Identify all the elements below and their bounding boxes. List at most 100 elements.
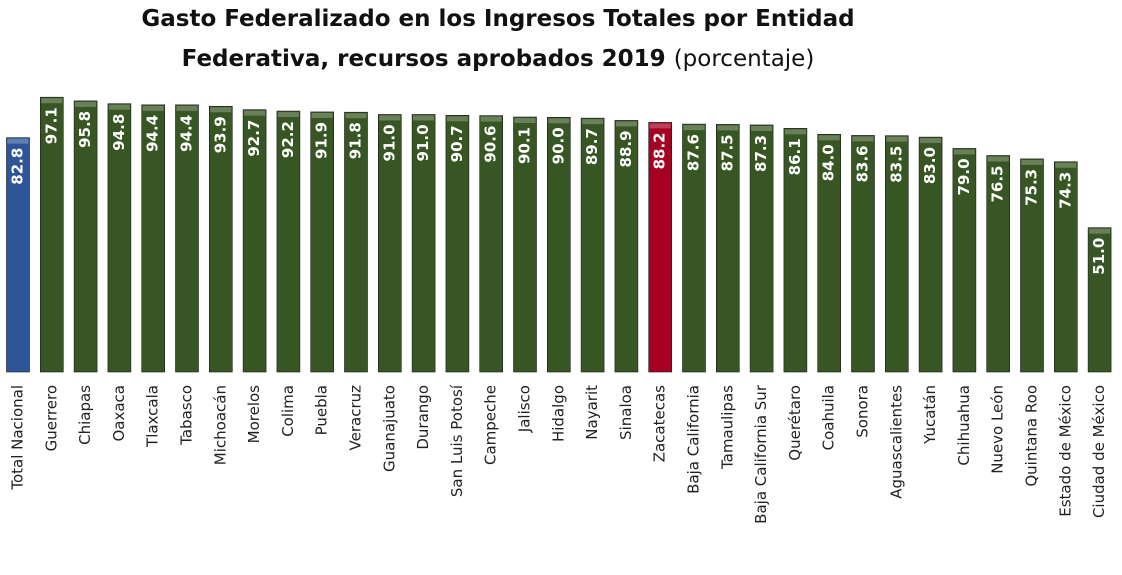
bar	[411, 114, 436, 373]
x-tick-label: Sinaloa	[617, 385, 635, 440]
value-label: 90.1	[516, 127, 534, 164]
value-label: 87.6	[685, 134, 703, 171]
bar	[1020, 158, 1044, 373]
bar-cap	[379, 115, 401, 121]
bar-cap	[345, 113, 367, 119]
x-tick-label: Durango	[414, 385, 432, 450]
value-label: 94.4	[178, 115, 196, 152]
bar-cap	[108, 104, 130, 110]
chart-title-line: Federativa, recursos aprobados 2019 (por…	[182, 46, 815, 72]
bar-cap	[582, 119, 604, 125]
bar-cap	[717, 125, 739, 131]
bar-cap	[210, 107, 232, 113]
x-tick-label: Morelos	[245, 385, 263, 444]
x-tick-label: Campeche	[482, 385, 500, 465]
value-label: 91.9	[313, 122, 331, 159]
value-label: 90.0	[549, 127, 567, 164]
bar	[783, 128, 808, 373]
bar	[715, 124, 740, 373]
bar	[479, 115, 504, 373]
x-tick-label: Veracruz	[347, 385, 365, 451]
value-label: 89.7	[583, 128, 601, 165]
bar	[884, 135, 909, 373]
value-label: 94.4	[144, 115, 162, 152]
bar-cap	[244, 110, 266, 116]
x-tick-label: San Luis Potosí	[448, 384, 466, 497]
bar-cap	[277, 112, 299, 118]
bar-cap	[649, 123, 671, 129]
bar-cap	[75, 101, 97, 107]
bar	[648, 122, 673, 373]
x-tick-label: Tlaxcala	[144, 385, 162, 448]
bar-cap	[176, 105, 198, 111]
bar	[6, 137, 30, 373]
bar-cap	[818, 135, 840, 141]
x-tick-label: Nayarit	[583, 385, 601, 440]
x-tick-label: Tabasco	[178, 385, 196, 446]
bar	[209, 105, 233, 373]
value-label: 51.0	[1090, 238, 1108, 275]
value-label: 90.6	[482, 126, 500, 163]
x-tick-label: Coahuila	[820, 385, 838, 450]
bar-cap	[1055, 162, 1077, 168]
x-tick-label: Tamaulipas	[718, 385, 736, 470]
value-label: 83.5	[887, 146, 905, 183]
value-label: 74.3	[1056, 172, 1074, 209]
bar	[682, 123, 706, 373]
bar-cap	[1021, 159, 1043, 165]
x-tick-label: Zacatecas	[651, 385, 669, 462]
value-label: 95.8	[76, 111, 94, 148]
bar	[986, 155, 1011, 373]
bar	[918, 136, 943, 373]
value-label: 91.0	[414, 124, 432, 161]
value-label: 83.0	[921, 147, 939, 184]
bar	[1087, 227, 1112, 373]
bar	[310, 111, 335, 373]
bar	[749, 124, 774, 373]
bar	[107, 103, 132, 373]
x-tick-label: Chiapas	[76, 385, 94, 445]
bar	[546, 117, 571, 373]
bar-cap	[920, 138, 942, 144]
value-label: 83.6	[854, 145, 872, 182]
value-label: 87.5	[718, 134, 736, 171]
x-tick-label: Michoacán	[211, 385, 229, 465]
value-label: 93.9	[211, 116, 229, 153]
value-label: 97.1	[42, 107, 60, 144]
bar-cap	[548, 118, 570, 124]
bar-cap	[142, 105, 164, 111]
bar	[614, 120, 639, 373]
x-tick-label: Hidalgo	[549, 385, 567, 442]
value-label: 87.3	[752, 135, 770, 172]
x-tick-label: Oaxaca	[110, 385, 128, 442]
bar-cap	[413, 115, 435, 121]
bar-cap	[1089, 228, 1111, 234]
value-label: 79.0	[955, 158, 973, 195]
x-tick-label: Querétaro	[786, 385, 804, 461]
bar	[141, 104, 165, 373]
x-tick-label: Ciudad de México	[1090, 385, 1108, 518]
x-tick-label: Yucatán	[921, 385, 939, 445]
chart-title: Federativa, recursos aprobados 2019	[182, 46, 666, 72]
chart-subtitle: (porcentaje)	[674, 46, 815, 72]
bar	[445, 115, 470, 373]
value-label: 76.5	[989, 166, 1007, 203]
bar	[39, 96, 64, 373]
value-label: 91.0	[380, 124, 398, 161]
x-tick-label: Sonora	[854, 385, 872, 438]
chart-title: Gasto Federalizado en los Ingresos Total…	[141, 6, 854, 32]
bar-cap	[751, 125, 773, 131]
x-tick-label: Quintana Roo	[1023, 385, 1041, 487]
bar-cap	[886, 136, 908, 142]
value-label: 91.8	[347, 122, 365, 159]
x-tick-label: Total Nacional	[9, 385, 27, 491]
x-tick-label: Baja California	[685, 385, 703, 494]
bar	[952, 148, 977, 373]
bar	[851, 135, 875, 373]
x-tick-label: Guerrero	[42, 385, 60, 451]
bar	[73, 100, 98, 373]
bar-cap	[514, 118, 536, 124]
x-tick-label: Estado de México	[1056, 385, 1074, 517]
bar	[377, 114, 402, 373]
